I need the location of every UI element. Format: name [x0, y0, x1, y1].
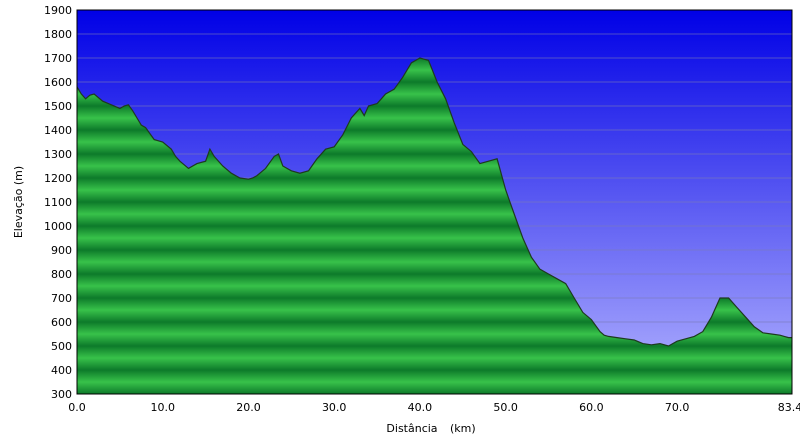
- y-tick-label: 1600: [44, 76, 72, 89]
- y-tick-labels: 300 400 500 600 700 800 900 1000 1100 1200 1300 140…: [44, 4, 72, 401]
- y-tick-label: 1400: [44, 124, 72, 137]
- y-tick-label: 800: [51, 268, 72, 281]
- y-tick-label: 500: [51, 340, 72, 353]
- y-tick-label: 1900: [44, 4, 72, 17]
- y-tick-label: 600: [51, 316, 72, 329]
- y-tick-label: 1000: [44, 220, 72, 233]
- y-axis-title: Elevação (m): [12, 166, 25, 238]
- x-tick-label: 30.0: [322, 401, 347, 414]
- x-axis-title: Distância: [386, 422, 437, 435]
- x-tick-labels: 0.0 10.0 20.0 30.0 40.0 50.0 60.0 70.0 83.4: [68, 401, 800, 414]
- y-tick-label: 1700: [44, 52, 72, 65]
- elevation-line: [76, 57, 792, 347]
- x-tick-label: 83.4: [778, 401, 800, 414]
- y-tick-label: 400: [51, 364, 72, 377]
- x-tick-label: 10.0: [150, 401, 175, 414]
- y-tick-label: 1500: [44, 100, 72, 113]
- elevation-area: [77, 58, 792, 394]
- x-axis-unit: (km): [450, 422, 476, 435]
- x-tick-label: 60.0: [579, 401, 604, 414]
- y-tick-label: 900: [51, 244, 72, 257]
- x-tick-label: 70.0: [665, 401, 690, 414]
- y-tick-label: 700: [51, 292, 72, 305]
- y-tick-label: 1800: [44, 28, 72, 41]
- x-tick-label: 0.0: [68, 401, 86, 414]
- y-tick-label: 1300: [44, 148, 72, 161]
- x-tick-label: 20.0: [236, 401, 261, 414]
- x-tick-label: 40.0: [408, 401, 433, 414]
- y-tick-label: 300: [51, 388, 72, 401]
- plot-frame: [76, 9, 793, 395]
- y-tick-label: 1100: [44, 196, 72, 209]
- x-tick-label: 50.0: [493, 401, 518, 414]
- y-tick-label: 1200: [44, 172, 72, 185]
